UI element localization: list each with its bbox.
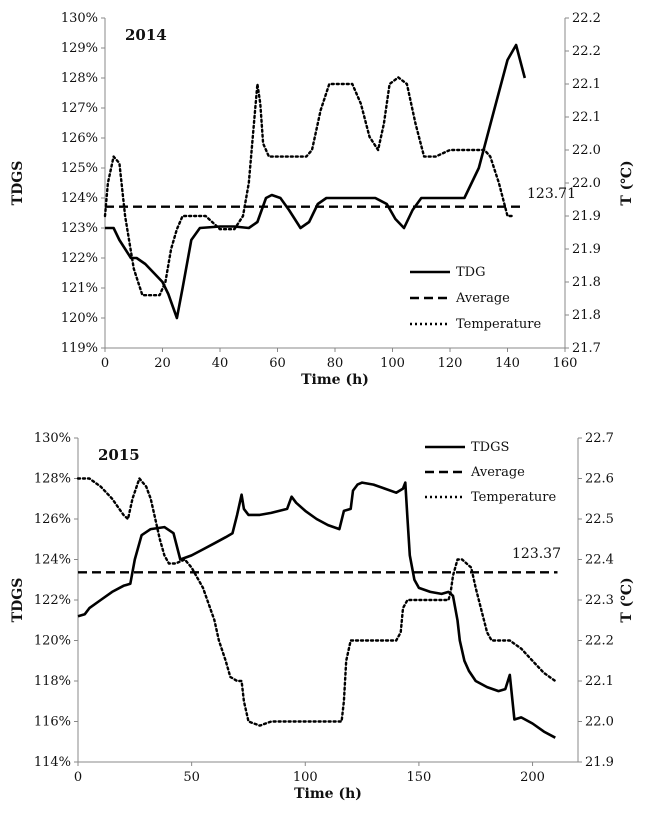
y2-tick-label: 22.2 — [585, 634, 614, 649]
x-tick-label: 60 — [269, 356, 286, 371]
legend-label: TDG — [456, 265, 485, 280]
y2-tick-label: 21.8 — [572, 275, 601, 290]
series-line-tdg — [105, 43, 527, 320]
y2-tick-label: 22.1 — [572, 77, 601, 92]
average-value-label: 123.71 — [527, 186, 576, 202]
y2-tick-label: 22.4 — [585, 553, 614, 568]
y-tick-label: 126% — [34, 512, 71, 527]
y-tick-label: 126% — [61, 131, 98, 146]
legend-label: Average — [455, 291, 510, 306]
y2-axis-title: T (℃) — [619, 160, 635, 205]
y-tick-label: 122% — [34, 593, 71, 608]
y2-tick-label: 22.7 — [585, 431, 614, 446]
y2-tick-label: 21.8 — [572, 308, 601, 323]
y-tick-label: 128% — [34, 472, 71, 487]
y2-tick-label: 21.7 — [572, 341, 601, 356]
x-tick-label: 0 — [74, 770, 82, 785]
average-value-label: 123.37 — [512, 546, 561, 562]
y-tick-label: 119% — [61, 341, 98, 356]
y-tick-label: 125% — [61, 161, 98, 176]
legend-label: Temperature — [456, 317, 541, 332]
y-tick-label: 120% — [34, 634, 71, 649]
y-axis-title: TDGS — [10, 161, 26, 206]
legend-label: Average — [470, 465, 525, 480]
x-tick-label: 160 — [553, 356, 578, 371]
series-line-temperature — [76, 477, 557, 727]
y-tick-label: 124% — [61, 191, 98, 206]
y-axis-title: TDGS — [10, 578, 26, 623]
x-axis-title: Time (h) — [294, 786, 362, 802]
y-tick-label: 127% — [61, 101, 98, 116]
y-tick-label: 129% — [61, 41, 98, 56]
legend-label: Temperature — [471, 490, 556, 505]
y-tick-label: 128% — [61, 71, 98, 86]
x-tick-label: 20 — [154, 356, 171, 371]
y2-tick-label: 21.9 — [572, 209, 601, 224]
y-tick-label: 122% — [61, 251, 98, 266]
y2-tick-label: 22.5 — [585, 512, 614, 527]
legend-label: TDGS — [471, 440, 509, 455]
y2-tick-label: 22.1 — [585, 674, 614, 689]
y2-tick-label: 22.0 — [585, 715, 614, 730]
x-tick-label: 140 — [495, 356, 520, 371]
y2-tick-label: 21.9 — [585, 755, 614, 770]
chart-panel-2015: 114% 116% 118% 120% 122% 124% 126% 128% 130% 21.9… — [10, 431, 635, 802]
series-line-temperature — [103, 76, 515, 297]
y-tick-label: 124% — [34, 553, 71, 568]
y2-tick-label: 22.3 — [585, 593, 614, 608]
y2-tick-label: 22.1 — [572, 110, 601, 125]
x-tick-label: 0 — [101, 356, 109, 371]
y2-tick-label: 21.9 — [572, 242, 601, 257]
y2-tick-label: 22.2 — [572, 11, 601, 26]
panel-year-label: 2014 — [125, 26, 167, 44]
x-tick-label: 80 — [327, 356, 344, 371]
series-line-tdgs — [77, 481, 556, 739]
x-tick-label: 120 — [438, 356, 463, 371]
y-tick-label: 123% — [61, 221, 98, 236]
x-tick-label: 200 — [520, 770, 545, 785]
y-tick-label: 121% — [61, 281, 98, 296]
y2-axis-title: T (℃) — [619, 577, 635, 622]
y2-tick-label: 22.0 — [572, 176, 601, 191]
y-tick-label: 114% — [34, 755, 71, 770]
x-tick-label: 40 — [212, 356, 229, 371]
panel-year-label: 2015 — [98, 446, 140, 464]
x-tick-label: 150 — [406, 770, 431, 785]
y2-tick-label: 22.0 — [572, 143, 601, 158]
chart-panel-2014: 119% 120% 121% 122% 123% 124% 125% 126% 127% 128%… — [10, 11, 635, 388]
y-tick-label: 130% — [34, 431, 71, 446]
x-tick-label: 100 — [380, 356, 405, 371]
x-tick-label: 100 — [293, 770, 318, 785]
y-tick-label: 118% — [34, 674, 71, 689]
y-tick-label: 120% — [61, 311, 98, 326]
y-tick-label: 130% — [61, 11, 98, 26]
y2-tick-label: 22.2 — [572, 44, 601, 59]
x-tick-label: 50 — [183, 770, 200, 785]
y2-tick-label: 22.6 — [585, 472, 614, 487]
y-tick-label: 116% — [34, 715, 71, 730]
x-axis-title: Time (h) — [301, 372, 369, 388]
